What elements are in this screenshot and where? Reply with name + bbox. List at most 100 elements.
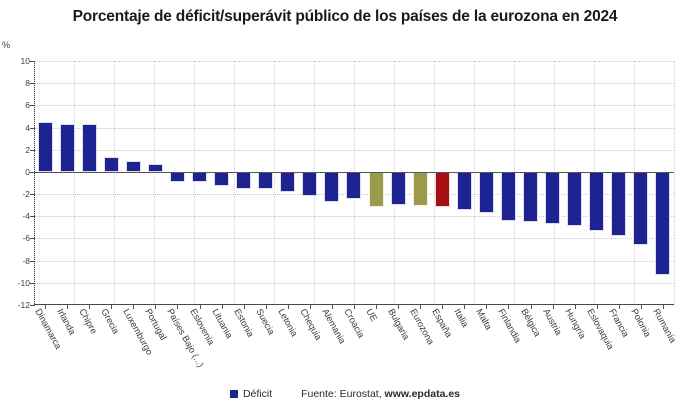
x-axis-label: Chipre — [77, 307, 100, 336]
bar-pa-ses-bajo[interactable] — [169, 171, 185, 182]
bar-b-lgica[interactable] — [523, 171, 539, 222]
bar-portugal[interactable] — [147, 164, 163, 172]
x-axis-tick-mark — [309, 305, 311, 309]
bar-luxemburgo[interactable] — [125, 160, 141, 172]
y-axis-tick-mark — [30, 171, 35, 173]
x-axis-label: Suecia — [253, 307, 277, 337]
x-axis-label: Polonia — [629, 307, 653, 339]
bar-croacia[interactable] — [346, 171, 362, 199]
x-axis-tick-mark — [618, 305, 620, 309]
bar-espa-a[interactable] — [434, 171, 450, 208]
zero-baseline — [34, 171, 674, 173]
y-axis-tick-mark — [30, 282, 35, 284]
x-axis-tick-mark — [221, 305, 223, 309]
x-axis-tick-mark — [67, 305, 69, 309]
x-axis-label: Rumanía — [651, 307, 679, 345]
x-axis-tick-mark — [45, 305, 47, 309]
gridline-vertical — [74, 61, 75, 305]
y-axis-tick-mark — [30, 260, 35, 262]
gridline-vertical — [34, 61, 35, 305]
x-axis-tick-mark — [89, 305, 91, 309]
bar-polonia[interactable] — [633, 171, 649, 246]
y-axis-tick-mark — [30, 305, 35, 306]
y-axis-tick-label: -6 — [22, 233, 30, 244]
x-axis-label: Italia — [452, 307, 471, 329]
x-axis-labels: Dinamarca Irlanda Chipre Grecia Luxemburgo Po… — [33, 305, 678, 383]
bar-estonia[interactable] — [236, 171, 252, 189]
bar-chequia[interactable] — [302, 171, 318, 197]
bar-hungr-a[interactable] — [567, 171, 583, 227]
x-axis-label: Austria — [540, 307, 564, 337]
bar-dinamarca[interactable] — [37, 122, 53, 172]
gridline-vertical — [154, 61, 155, 305]
x-axis-tick-mark — [331, 305, 333, 309]
bar-lituania[interactable] — [214, 171, 230, 187]
bar-finlandia[interactable] — [500, 171, 516, 221]
x-axis-tick-mark — [552, 305, 554, 309]
bar-bulgaria[interactable] — [390, 171, 406, 206]
bar-ue[interactable] — [368, 171, 384, 208]
bar-eurozona[interactable] — [412, 171, 428, 207]
x-axis-label: España — [430, 307, 455, 340]
x-axis-tick-mark — [508, 305, 510, 309]
y-axis-tick-label: -8 — [22, 255, 30, 266]
source-prefix: Fuente: Eurostat, — [301, 388, 385, 400]
x-axis-label: Francia — [607, 307, 631, 339]
bar-italia[interactable] — [456, 171, 472, 210]
bar-austria[interactable] — [545, 171, 561, 225]
y-axis-tick-label: -4 — [22, 211, 30, 222]
y-axis-tick-mark — [30, 216, 35, 218]
y-axis-tick-label: -12 — [17, 300, 30, 310]
x-axis-tick-mark — [640, 305, 642, 309]
bar-ruman-a[interactable] — [655, 171, 671, 276]
bar-eslovaquia[interactable] — [589, 171, 605, 231]
gridline-vertical — [194, 61, 195, 305]
chart-title: Porcentaje de déficit/superávit público … — [72, 8, 618, 25]
x-axis-tick-mark — [287, 305, 289, 309]
y-axis-tick-label: -10 — [17, 277, 30, 288]
y-axis-tick-label: 2 — [25, 144, 30, 155]
x-axis-tick-mark — [420, 305, 422, 309]
legend-item-deficit: Déficit — [229, 388, 272, 400]
x-axis-tick-mark — [530, 305, 532, 309]
x-axis-tick-mark — [662, 305, 664, 309]
y-axis-tick-label: 4 — [25, 122, 30, 133]
x-axis-label: Lituania — [209, 307, 235, 340]
x-axis-tick-mark — [442, 305, 444, 309]
bar-malta[interactable] — [478, 171, 494, 213]
bar-chipre[interactable] — [81, 124, 97, 172]
bar-series — [34, 61, 674, 305]
gridline-vertical — [114, 61, 115, 305]
bar-alemania[interactable] — [324, 171, 340, 202]
x-axis-label: Letonia — [276, 307, 300, 339]
x-axis-tick-mark — [354, 305, 355, 309]
source-site: www.epdata.es — [384, 388, 461, 400]
bar-suecia[interactable] — [258, 171, 274, 189]
x-axis-label: Croacia — [342, 307, 367, 340]
y-axis-tick-mark — [30, 127, 35, 129]
bar-eslovenia[interactable] — [192, 171, 207, 182]
x-axis-tick-mark — [111, 305, 113, 309]
x-axis-tick-mark — [376, 305, 378, 309]
x-axis-tick-mark — [199, 305, 201, 309]
bar-grecia[interactable] — [103, 157, 119, 172]
x-axis-tick-mark — [596, 305, 598, 309]
bar-letonia[interactable] — [280, 171, 296, 192]
plot-area: 10 8 6 4 2 0 -2 -4 -6 -8 -10 -12 — [18, 56, 675, 310]
chart-legend: Déficit Fuente: Eurostat, www.epdata.es — [0, 388, 690, 400]
x-axis-tick-mark — [574, 305, 576, 309]
gridline-vertical — [274, 61, 275, 305]
y-axis-tick-label: 10 — [20, 56, 30, 66]
gridline-vertical — [474, 61, 475, 305]
bar-francia[interactable] — [611, 171, 627, 237]
y-axis-unit-label: % — [2, 40, 11, 50]
x-axis-label: Hungría — [562, 307, 588, 341]
gridline-vertical — [434, 61, 435, 305]
x-axis-tick-mark — [464, 305, 466, 309]
x-axis-label: Bélgica — [518, 307, 543, 339]
bar-irlanda[interactable] — [59, 124, 75, 172]
x-axis-tick-mark — [133, 305, 135, 309]
gridline-vertical — [674, 61, 675, 305]
x-axis-tick-mark — [398, 305, 400, 309]
y-axis-tick-label: 6 — [25, 100, 30, 111]
